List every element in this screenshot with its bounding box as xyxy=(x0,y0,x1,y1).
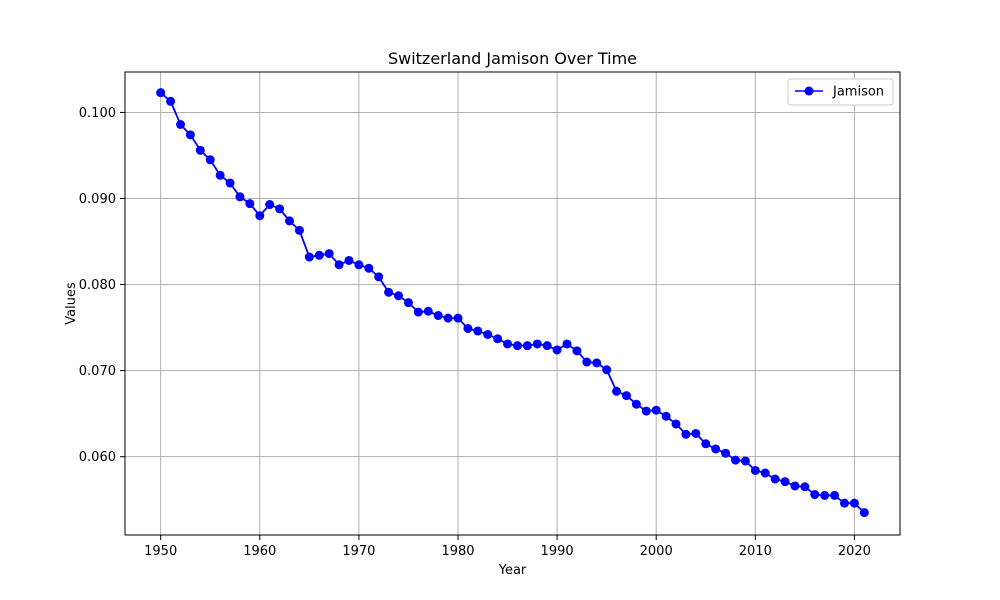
data-point xyxy=(770,474,780,484)
data-point xyxy=(413,307,423,317)
data-point xyxy=(701,439,711,449)
chart-title: Switzerland Jamison Over Time xyxy=(388,49,637,68)
data-point xyxy=(572,346,582,356)
legend: Jamison xyxy=(787,78,894,106)
data-point xyxy=(800,482,810,492)
x-tick-label: 2010 xyxy=(739,544,772,559)
data-point xyxy=(443,313,453,323)
data-point xyxy=(512,341,522,351)
data-point xyxy=(493,334,503,344)
data-point xyxy=(334,260,344,270)
data-point xyxy=(215,170,225,180)
data-point xyxy=(403,298,413,308)
data-point xyxy=(830,490,840,500)
y-axis-ticks: 0.060 0.070 0.080 0.090 0.100 xyxy=(79,106,125,465)
data-point xyxy=(294,225,304,235)
x-tick-label: 2000 xyxy=(640,544,673,559)
data-point xyxy=(730,455,740,465)
data-point xyxy=(185,130,195,140)
y-tick-label: 0.080 xyxy=(79,278,116,293)
data-point xyxy=(285,216,295,226)
data-point xyxy=(384,287,394,297)
data-point xyxy=(582,357,592,367)
data-point xyxy=(364,263,374,273)
data-point xyxy=(453,313,463,323)
data-point xyxy=(225,178,235,188)
x-tick-label: 1990 xyxy=(541,544,574,559)
x-tick-label: 1960 xyxy=(243,544,276,559)
data-point xyxy=(760,468,770,478)
data-point xyxy=(324,249,334,259)
y-tick-label: 0.070 xyxy=(79,364,116,379)
data-point xyxy=(820,490,830,500)
data-point xyxy=(314,250,324,260)
y-axis-label: Values xyxy=(64,282,79,325)
legend-label-jamison: Jamison xyxy=(832,85,884,100)
data-point xyxy=(195,145,205,155)
data-point xyxy=(374,272,384,282)
data-point xyxy=(840,498,850,508)
legend-marker-jamison xyxy=(804,86,814,96)
legend-box xyxy=(787,78,894,106)
y-tick-label: 0.060 xyxy=(79,450,116,465)
data-point xyxy=(721,448,731,458)
data-point xyxy=(304,252,314,262)
y-tick-label: 0.090 xyxy=(79,192,116,207)
data-point xyxy=(810,490,820,500)
data-point xyxy=(849,498,859,508)
data-point xyxy=(245,199,255,209)
data-point xyxy=(592,358,602,368)
data-point xyxy=(711,444,721,454)
x-tick-label: 1980 xyxy=(441,544,474,559)
data-point xyxy=(275,204,285,214)
data-point xyxy=(750,465,760,475)
data-point xyxy=(166,96,176,106)
data-point xyxy=(265,200,275,210)
data-point xyxy=(175,119,185,129)
data-point xyxy=(602,365,612,375)
data-point xyxy=(691,428,701,438)
x-tick-label: 1950 xyxy=(144,544,177,559)
data-point xyxy=(790,481,800,491)
x-axis-ticks: 1950 1960 1970 1980 1990 2000 2010 2020 xyxy=(144,535,871,559)
data-point xyxy=(681,429,691,439)
data-point xyxy=(631,399,641,409)
data-point xyxy=(780,477,790,487)
data-point xyxy=(423,306,433,316)
data-point xyxy=(740,456,750,466)
data-point xyxy=(641,406,651,416)
data-point xyxy=(473,326,483,336)
data-point xyxy=(651,405,661,415)
y-tick-label: 0.100 xyxy=(79,106,116,121)
data-point xyxy=(205,155,215,165)
data-point xyxy=(503,339,513,349)
x-axis-label: Year xyxy=(498,563,527,578)
data-point xyxy=(463,323,473,333)
data-point xyxy=(562,339,572,349)
grid-lines xyxy=(125,72,900,535)
data-point xyxy=(235,192,245,202)
plot-frame xyxy=(124,71,901,536)
data-point xyxy=(621,391,631,401)
data-point xyxy=(542,341,552,351)
data-point xyxy=(394,291,404,301)
data-point xyxy=(552,345,562,355)
data-point xyxy=(344,255,354,265)
data-point xyxy=(532,339,542,349)
data-point xyxy=(522,341,532,351)
data-point xyxy=(433,311,443,321)
data-point xyxy=(671,419,681,429)
data-point xyxy=(483,329,493,339)
data-point xyxy=(661,411,671,421)
data-point xyxy=(255,211,265,221)
series-layer xyxy=(156,88,869,518)
data-point xyxy=(156,88,166,98)
x-tick-label: 2020 xyxy=(838,544,871,559)
x-tick-label: 1970 xyxy=(342,544,375,559)
data-point xyxy=(354,260,364,270)
data-point xyxy=(859,508,869,518)
data-point xyxy=(612,386,622,396)
